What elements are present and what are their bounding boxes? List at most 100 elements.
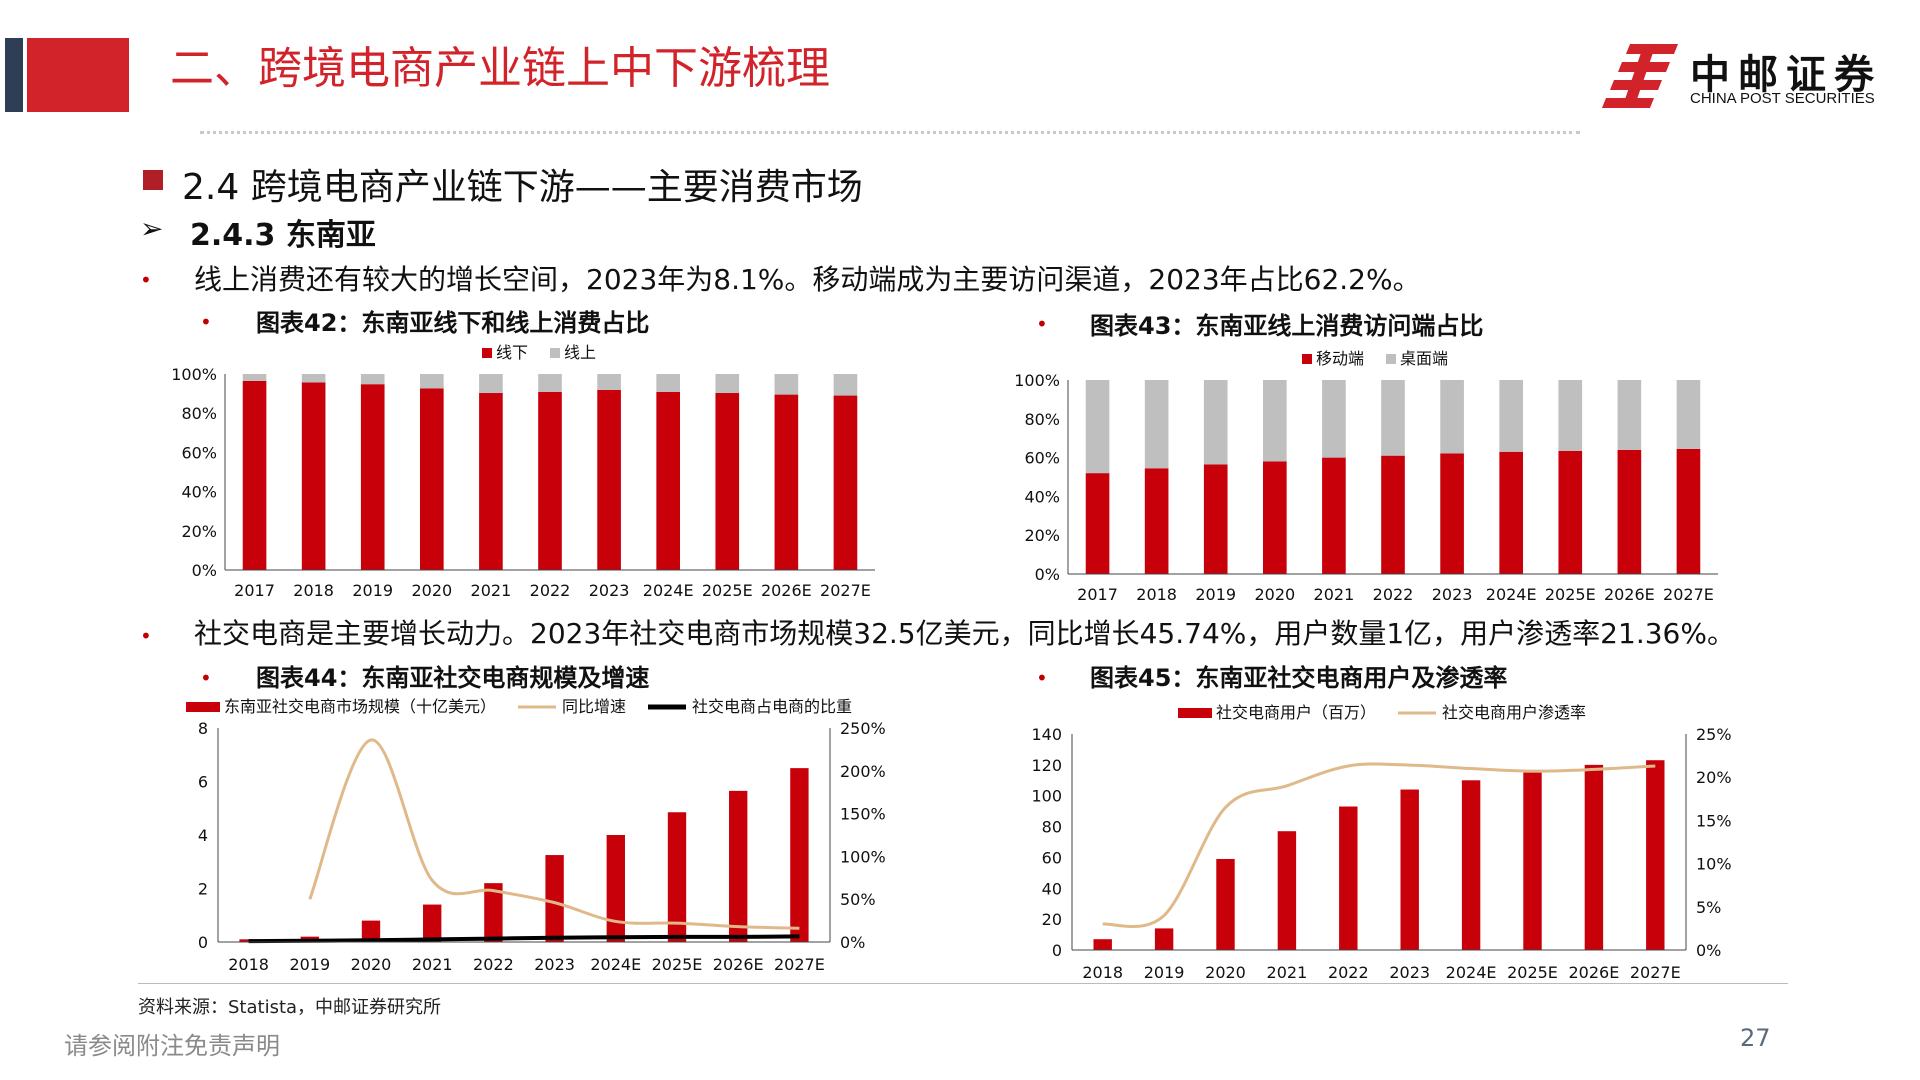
caption-bullet-icon: • bbox=[200, 666, 212, 690]
y-right-tick-label: 50% bbox=[840, 890, 876, 909]
y-left-tick-label: 40 bbox=[1042, 879, 1062, 898]
x-tick-label: 2024E bbox=[590, 955, 641, 974]
bar bbox=[484, 883, 503, 942]
x-tick-label: 2019 bbox=[289, 955, 330, 974]
bar-桌面端 bbox=[1263, 380, 1287, 462]
chart-43: 移动端 桌面端 0%20%40%60%80%100% 2017 2018 2019 20… bbox=[1014, 349, 1718, 604]
y-axis: 0% 20% 40% 60% 80% 100% bbox=[171, 365, 226, 580]
section-subtitle: 2.4.3 东南亚 bbox=[190, 218, 376, 253]
x-tick-label: 2021 bbox=[412, 955, 453, 974]
x-tick-label: 2025E bbox=[1507, 963, 1558, 982]
bar bbox=[361, 920, 381, 942]
bar-线下 bbox=[774, 394, 799, 570]
bar-线下 bbox=[479, 393, 503, 570]
section-square-icon bbox=[143, 170, 163, 190]
header-divider bbox=[200, 131, 1580, 134]
chart-45: 社交电商用户（百万） 社交电商用户渗透率 0 20 40 60 80 100 120 140 0%… bbox=[1031, 703, 1732, 982]
series-line-社交电商占电商的比重 bbox=[248, 934, 800, 944]
legend-label: 同比增速 bbox=[562, 697, 626, 716]
legend-swatch bbox=[1178, 708, 1212, 718]
bar-桌面端 bbox=[1440, 380, 1464, 454]
bar-线上 bbox=[833, 374, 858, 396]
y-tick-label: 40% bbox=[181, 483, 217, 502]
bar bbox=[667, 812, 687, 942]
bar bbox=[1646, 760, 1665, 950]
x-tick-label: 2021 bbox=[471, 581, 512, 600]
bar-移动端 bbox=[1499, 451, 1523, 574]
bar-线下 bbox=[715, 393, 740, 570]
y-right-tick-label: 0% bbox=[1696, 941, 1721, 960]
y-left-tick-label: 0 bbox=[198, 933, 208, 952]
y-left-tick-label: 2 bbox=[198, 880, 208, 899]
x-tick-label: 2022 bbox=[1328, 963, 1369, 982]
y-axis: 0% 20% 40% 60% 80% 100% bbox=[1014, 371, 1069, 584]
y-right-tick-label: 10% bbox=[1696, 855, 1732, 874]
bar-移动端 bbox=[1558, 450, 1583, 574]
bar-桌面端 bbox=[1203, 380, 1228, 465]
series-line-同比增速 bbox=[308, 738, 800, 930]
bars bbox=[1093, 760, 1665, 950]
bar-线上 bbox=[242, 374, 267, 381]
x-tick-label: 2019 bbox=[352, 581, 393, 600]
bar bbox=[1216, 858, 1235, 950]
y-right-tick-label: 20% bbox=[1696, 768, 1732, 787]
bar-线上 bbox=[715, 374, 740, 394]
bar bbox=[1584, 764, 1604, 950]
y-left-tick-label: 80 bbox=[1042, 818, 1062, 837]
x-tick-label: 2019 bbox=[1144, 963, 1185, 982]
chart-legend: 东南亚社交电商市场规模（十亿美元） 同比增速 社交电商占电商的比重 bbox=[186, 697, 852, 716]
header-accent-dark bbox=[5, 38, 23, 112]
bar-桌面端 bbox=[1499, 380, 1523, 452]
source-divider bbox=[138, 983, 1788, 984]
y-left-tick-label: 8 bbox=[198, 719, 208, 738]
x-tick-label: 2024E bbox=[643, 581, 694, 600]
caption-bullet-icon: • bbox=[1036, 312, 1048, 336]
y-right-tick-label: 25% bbox=[1696, 725, 1732, 744]
x-tick-label: 2018 bbox=[228, 955, 269, 974]
bar-线下 bbox=[833, 395, 858, 570]
x-tick-label: 2020 bbox=[1254, 585, 1295, 604]
y-tick-label: 80% bbox=[181, 404, 217, 423]
bar-线上 bbox=[538, 374, 562, 392]
x-tick-label: 2018 bbox=[1082, 963, 1123, 982]
bar-桌面端 bbox=[1322, 380, 1346, 458]
x-tick-label: 2027E bbox=[774, 955, 825, 974]
legend-label: 桌面端 bbox=[1400, 349, 1448, 368]
bar-移动端 bbox=[1203, 464, 1228, 574]
bullet-text-1: 线上消费还有较大的增长空间，2023年为8.1%。移动端成为主要访问渠道，202… bbox=[194, 263, 1421, 296]
logo-text-en: CHINA POST SECURITIES bbox=[1690, 90, 1875, 107]
chart-42: 线下 线上 0% 20% 40% 60% 80% 100% 2017 2018 2019 2020… bbox=[171, 343, 875, 600]
bar-线上 bbox=[597, 374, 621, 390]
caption-43: 图表43：东南亚线上消费访问端占比 bbox=[1090, 312, 1484, 340]
y-tick-label: 80% bbox=[1024, 410, 1060, 429]
lines bbox=[248, 738, 800, 944]
caption-45: 图表45：东南亚社交电商用户及渗透率 bbox=[1090, 664, 1508, 692]
x-tick-label: 2021 bbox=[1267, 963, 1308, 982]
bar bbox=[1461, 780, 1481, 950]
series-line-社交电商用户渗透率 bbox=[1102, 762, 1656, 929]
x-tick-label: 2020 bbox=[351, 955, 392, 974]
x-tick-label: 2025E bbox=[1545, 585, 1596, 604]
x-tick-label: 2017 bbox=[234, 581, 275, 600]
x-tick-label: 2018 bbox=[1136, 585, 1177, 604]
y-tick-label: 0% bbox=[192, 561, 217, 580]
bar-移动端 bbox=[1440, 453, 1464, 574]
bar-移动端 bbox=[1617, 449, 1642, 574]
y-tick-label: 40% bbox=[1024, 487, 1060, 506]
legend-swatch bbox=[550, 348, 560, 358]
bar bbox=[729, 790, 748, 942]
y-left-tick-label: 120 bbox=[1031, 756, 1062, 775]
bar-桌面端 bbox=[1381, 380, 1405, 456]
disclaimer-link[interactable]: 请参阅附注免责声明 bbox=[64, 1032, 280, 1060]
y-right-tick-label: 150% bbox=[840, 805, 886, 824]
bar-线下 bbox=[656, 391, 680, 570]
x-tick-label: 2023 bbox=[589, 581, 630, 600]
y-left-tick-label: 0 bbox=[1052, 941, 1062, 960]
bar bbox=[1523, 772, 1542, 950]
legend-label: 东南亚社交电商市场规模（十亿美元） bbox=[224, 697, 496, 716]
chart-44: 东南亚社交电商市场规模（十亿美元） 同比增速 社交电商占电商的比重 0 2 4 6 8 0% 5… bbox=[186, 697, 886, 974]
china-post-logo-icon bbox=[1602, 44, 1678, 108]
bar-线下 bbox=[597, 389, 621, 570]
bar-移动端 bbox=[1085, 473, 1110, 574]
bar-线下 bbox=[420, 388, 444, 570]
